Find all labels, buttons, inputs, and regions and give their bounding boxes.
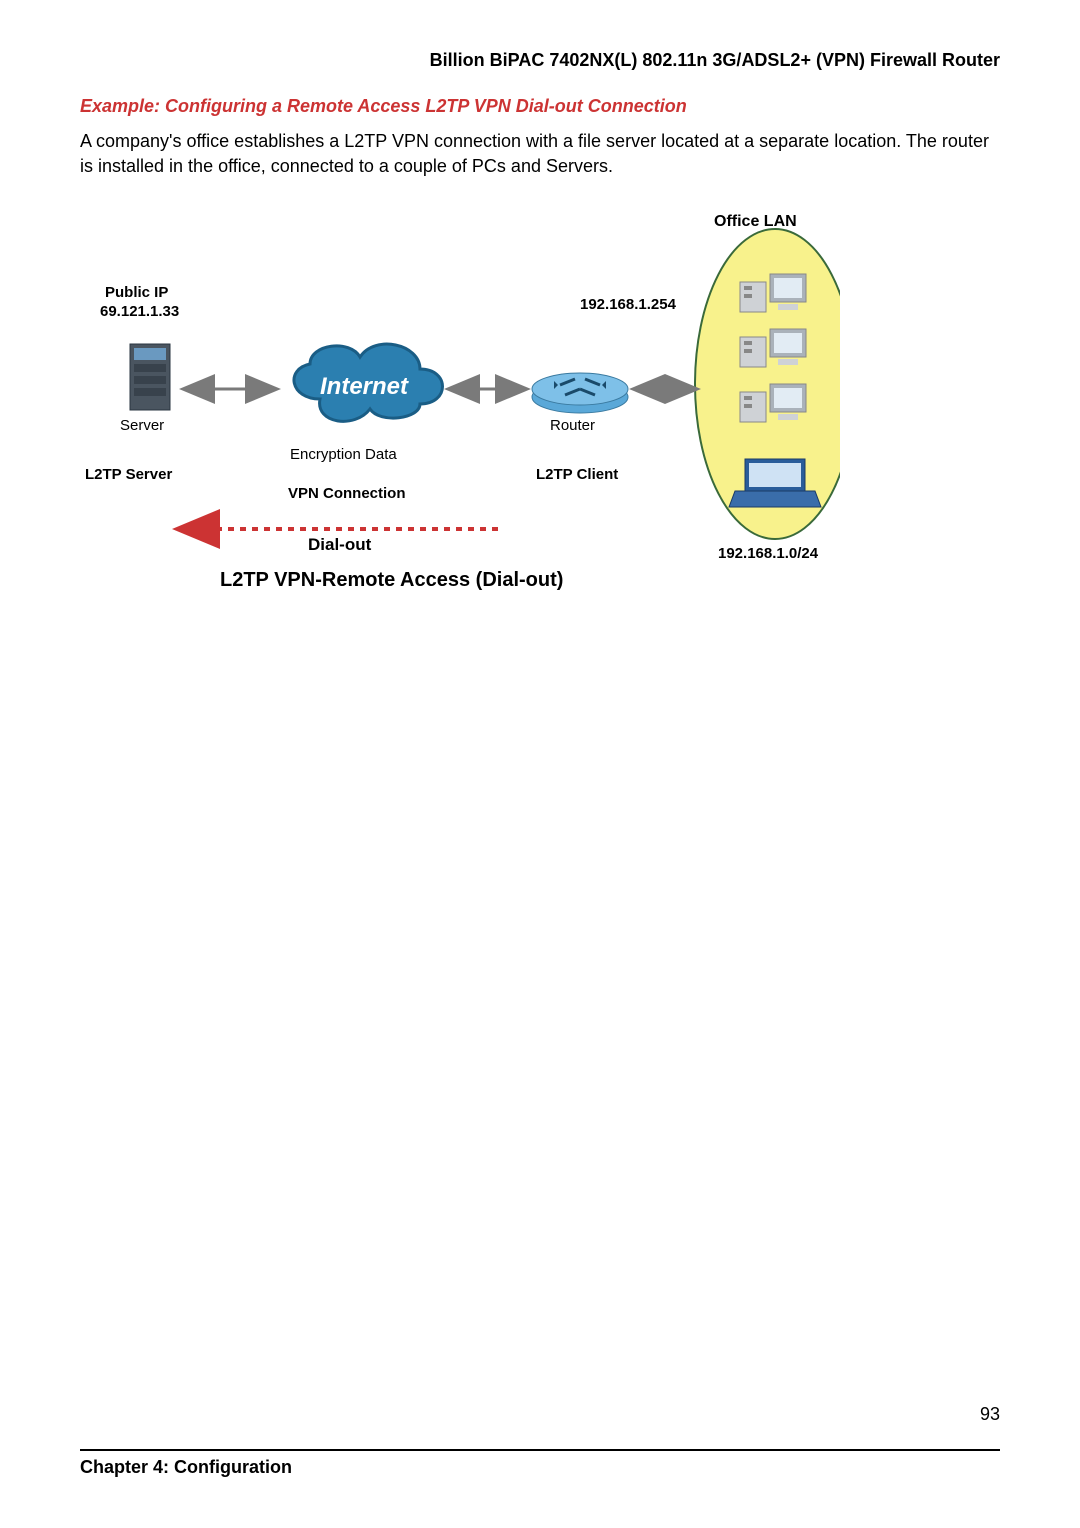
chapter-label: Chapter 4: Configuration xyxy=(80,1457,292,1478)
router-ip-label: 192.168.1.254 xyxy=(580,296,676,313)
public-ip-label: Public IP xyxy=(105,284,168,301)
vpn-connection-label: VPN Connection xyxy=(288,485,406,502)
server-label: Server xyxy=(120,417,164,434)
l2tp-client-label: L2TP Client xyxy=(536,466,618,483)
office-lan-label: Office LAN xyxy=(714,213,797,231)
router-icon xyxy=(532,373,628,413)
encryption-data-label: Encryption Data xyxy=(290,446,397,463)
page-number: 93 xyxy=(974,1404,1000,1424)
l2tp-server-label: L2TP Server xyxy=(85,466,172,483)
section-title: Example: Configuring a Remote Access L2T… xyxy=(80,96,1000,117)
page-footer: 93 Chapter 4: Configuration xyxy=(80,1428,1000,1478)
header-product-title: Billion BiPAC 7402NX(L) 802.11n 3G/ADSL2… xyxy=(80,50,1000,71)
internet-label: Internet xyxy=(320,373,408,401)
router-label: Router xyxy=(550,417,595,434)
lan-subnet-label: 192.168.1.0/24 xyxy=(718,545,818,562)
section-paragraph: A company's office establishes a L2TP VP… xyxy=(80,129,1000,179)
public-ip-value: 69.121.1.33 xyxy=(100,303,179,320)
server-icon xyxy=(130,344,170,410)
dial-out-label: Dial-out xyxy=(308,535,371,555)
network-diagram: Public IP 69.121.1.33 Server Internet 19… xyxy=(80,219,840,619)
diagram-main-title: L2TP VPN-Remote Access (Dial-out) xyxy=(220,569,563,592)
